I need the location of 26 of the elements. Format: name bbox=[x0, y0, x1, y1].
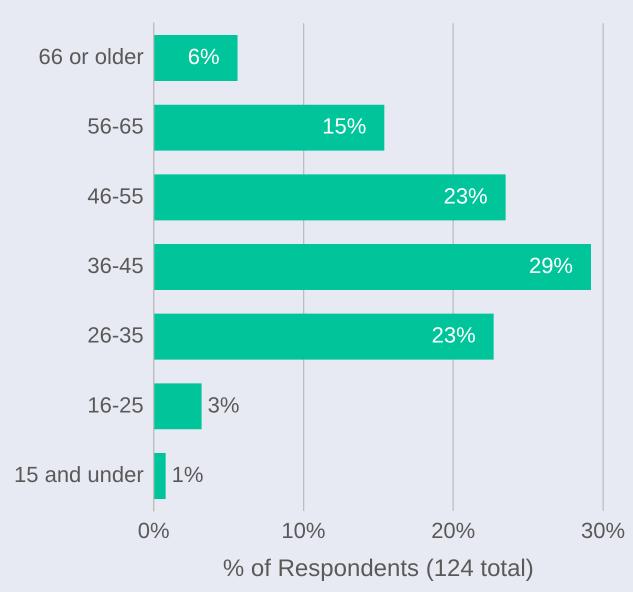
y-tick-label: 16-25 bbox=[87, 392, 144, 418]
bar bbox=[154, 174, 506, 220]
y-tick-label: 26-35 bbox=[87, 322, 144, 348]
x-tick-label: 20% bbox=[431, 518, 476, 544]
data-label: 29% bbox=[528, 253, 573, 278]
bar bbox=[154, 452, 166, 499]
x-tick-label: 30% bbox=[580, 518, 626, 544]
data-label: 23% bbox=[432, 322, 476, 348]
y-tick-label: 46-55 bbox=[87, 183, 144, 208]
x-tick-label: 0% bbox=[138, 518, 170, 544]
y-tick-label: 66 or older bbox=[38, 44, 144, 70]
y-tick-label: 15 and under bbox=[14, 462, 144, 488]
data-label: 23% bbox=[444, 183, 488, 208]
y-tick-label: 56-65 bbox=[87, 114, 144, 139]
y-tick-label: 36-45 bbox=[87, 253, 144, 278]
bar bbox=[154, 244, 591, 290]
x-axis-title: % of Respondents (124 total) bbox=[222, 555, 534, 582]
bar bbox=[154, 35, 238, 82]
x-tick-label: 10% bbox=[281, 518, 326, 544]
data-label: 15% bbox=[322, 114, 366, 139]
bar bbox=[154, 104, 384, 151]
data-label: 1% bbox=[172, 462, 204, 488]
bar bbox=[154, 383, 202, 430]
data-label: 3% bbox=[208, 392, 240, 418]
bar bbox=[154, 314, 494, 360]
data-label: 6% bbox=[188, 44, 220, 70]
